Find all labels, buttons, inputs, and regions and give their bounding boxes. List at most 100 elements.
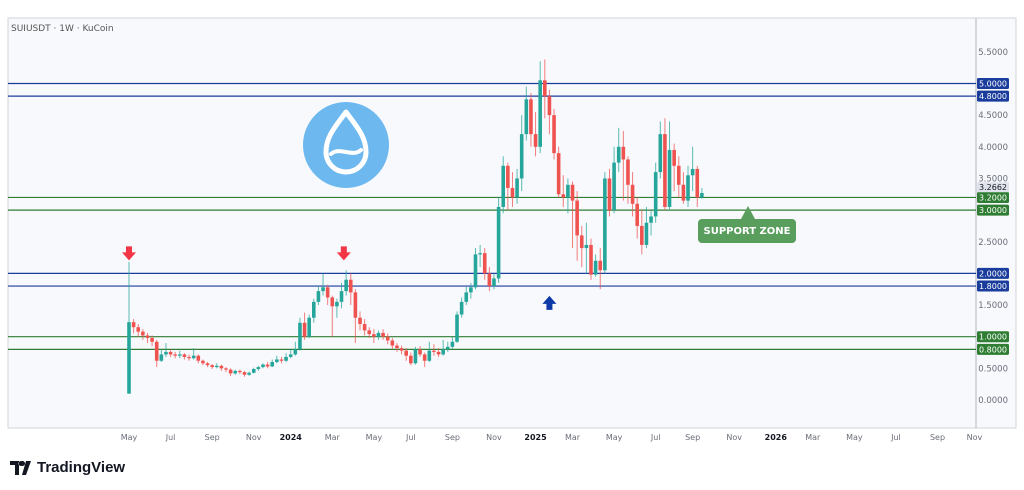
candle[interactable] — [603, 172, 607, 274]
candle[interactable] — [321, 273, 325, 296]
candle[interactable] — [598, 248, 603, 290]
candle[interactable] — [409, 352, 413, 366]
candle[interactable] — [700, 187, 704, 199]
candle[interactable] — [686, 165, 690, 207]
candle[interactable] — [432, 344, 436, 356]
candle[interactable] — [228, 368, 233, 376]
candle[interactable] — [256, 365, 261, 371]
candle[interactable] — [307, 314, 311, 338]
candle[interactable] — [293, 341, 298, 356]
candle[interactable] — [205, 362, 210, 368]
candle[interactable] — [164, 343, 168, 357]
candle[interactable] — [265, 362, 270, 369]
candle[interactable] — [418, 346, 422, 357]
candle[interactable] — [131, 318, 136, 334]
candle[interactable] — [464, 286, 469, 306]
candle[interactable] — [676, 156, 681, 198]
candle[interactable] — [390, 337, 395, 350]
candle[interactable] — [168, 349, 173, 357]
candle[interactable] — [154, 339, 159, 368]
candle[interactable] — [450, 336, 455, 350]
candle[interactable] — [644, 206, 649, 249]
candle[interactable] — [593, 254, 598, 277]
candle[interactable] — [653, 162, 658, 223]
candle[interactable] — [385, 333, 390, 345]
candle[interactable] — [288, 349, 293, 359]
candle[interactable] — [496, 197, 501, 283]
candle[interactable] — [441, 339, 445, 356]
candle[interactable] — [302, 312, 307, 340]
candle[interactable] — [556, 146, 561, 198]
candle[interactable] — [487, 267, 492, 292]
candle[interactable] — [150, 335, 154, 347]
candle[interactable] — [353, 289, 358, 344]
candle[interactable] — [191, 348, 196, 360]
candle[interactable] — [455, 311, 459, 344]
candle[interactable] — [579, 225, 584, 268]
candle[interactable] — [270, 359, 275, 368]
candle[interactable] — [196, 354, 201, 364]
candle[interactable] — [238, 369, 242, 375]
candle[interactable] — [127, 262, 131, 394]
candle[interactable] — [445, 341, 450, 352]
candle[interactable] — [136, 324, 141, 337]
candle[interactable] — [219, 364, 224, 371]
candle[interactable] — [695, 165, 700, 207]
candle[interactable] — [436, 348, 441, 357]
candle[interactable] — [473, 248, 478, 290]
candle[interactable] — [552, 108, 556, 160]
candle[interactable] — [367, 327, 372, 338]
candle[interactable] — [506, 162, 510, 211]
candle[interactable] — [247, 371, 251, 376]
candle[interactable] — [501, 156, 506, 214]
candle[interactable] — [589, 238, 593, 280]
candle[interactable] — [187, 354, 191, 361]
candle[interactable] — [469, 282, 473, 299]
candle[interactable] — [492, 273, 496, 290]
candle[interactable] — [630, 172, 635, 217]
candle[interactable] — [616, 127, 621, 173]
candle[interactable] — [672, 143, 676, 192]
candle[interactable] — [242, 370, 247, 377]
candle[interactable] — [478, 244, 482, 268]
candle[interactable] — [376, 330, 381, 340]
candle[interactable] — [348, 273, 353, 306]
candle[interactable] — [649, 210, 653, 236]
candle[interactable] — [570, 181, 575, 249]
candle[interactable] — [626, 156, 630, 204]
candle[interactable] — [159, 349, 164, 363]
candle[interactable] — [395, 343, 399, 352]
candle[interactable] — [640, 210, 644, 255]
candle[interactable] — [459, 297, 464, 318]
candle[interactable] — [201, 359, 205, 366]
candle[interactable] — [279, 356, 284, 364]
candle[interactable] — [399, 345, 404, 355]
candle[interactable] — [529, 92, 533, 147]
candle[interactable] — [427, 341, 432, 363]
candle[interactable] — [533, 111, 538, 157]
candle[interactable] — [612, 146, 616, 214]
candle[interactable] — [210, 363, 214, 369]
candle[interactable] — [538, 61, 542, 154]
candle[interactable] — [251, 367, 256, 374]
candle[interactable] — [381, 329, 385, 340]
candle[interactable] — [330, 295, 335, 337]
candle[interactable] — [141, 329, 145, 340]
candle[interactable] — [561, 175, 566, 207]
candle[interactable] — [663, 118, 667, 211]
candle[interactable] — [362, 318, 367, 336]
candle[interactable] — [404, 348, 408, 361]
candle[interactable] — [284, 353, 288, 363]
candle[interactable] — [635, 197, 639, 239]
candle[interactable] — [510, 172, 515, 207]
candle[interactable] — [584, 222, 589, 274]
candle[interactable] — [658, 121, 663, 179]
candle[interactable] — [335, 298, 339, 318]
candle[interactable] — [339, 282, 344, 309]
candle[interactable] — [621, 130, 626, 201]
candle[interactable] — [344, 270, 348, 296]
candle[interactable] — [566, 178, 570, 214]
candle[interactable] — [372, 329, 376, 344]
candle[interactable] — [422, 352, 427, 368]
